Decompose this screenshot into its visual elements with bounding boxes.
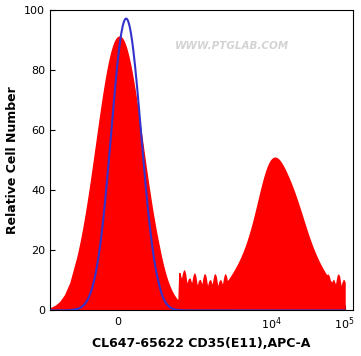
X-axis label: CL647-65622 CD35(E11),APC-A: CL647-65622 CD35(E11),APC-A: [92, 337, 311, 350]
Y-axis label: Relative Cell Number: Relative Cell Number: [5, 86, 18, 234]
Text: WWW.PTGLAB.COM: WWW.PTGLAB.COM: [175, 41, 289, 51]
